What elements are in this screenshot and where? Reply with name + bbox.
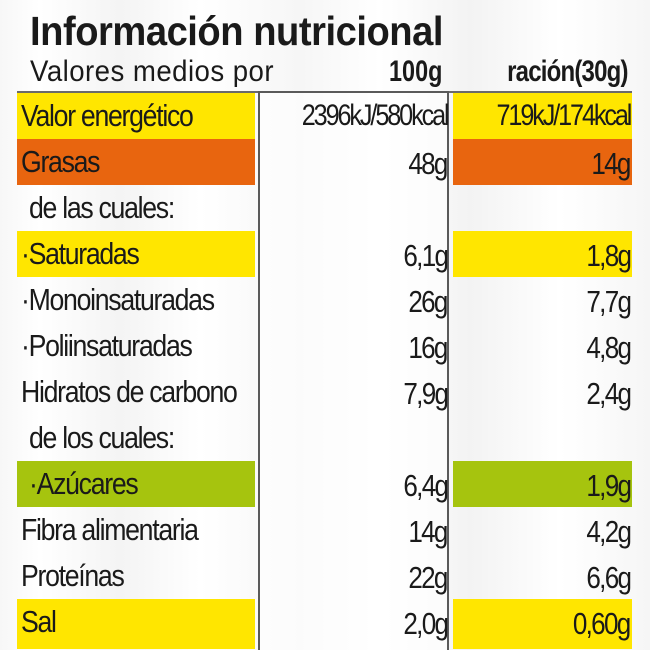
nutrient-name: Proteínas <box>21 558 125 593</box>
page-title: Información nutricional <box>30 8 444 54</box>
value-per-100g: 48g <box>408 146 449 181</box>
value-per-100g: 16g <box>408 330 449 365</box>
column-header-100g: 100g <box>388 55 442 88</box>
highlight-left <box>17 461 255 507</box>
table-row-carb-subheading: de los cuales: <box>17 415 632 461</box>
value-per-100g: 22g <box>408 560 449 595</box>
per-100g-column-frame <box>258 91 449 650</box>
table-row-sugars: ·Azúcares 6,4g 1,9g <box>17 461 632 507</box>
nutrient-name: Fibra alimentaria <box>21 512 199 547</box>
value-per-100g: 7,9g <box>403 376 449 411</box>
value-per-portion: 719kJ/174kcal <box>496 99 632 132</box>
value-per-portion: 1,8g <box>586 238 632 273</box>
value-per-100g: 2396kJ/580kcal <box>301 99 449 132</box>
value-per-100g: 6,1g <box>403 238 449 273</box>
highlight-right <box>453 599 632 649</box>
highlight-left <box>17 139 255 185</box>
table-row-fat-subheading: de las cuales: <box>17 185 632 231</box>
value-per-100g: 14g <box>408 514 449 549</box>
value-per-portion: 2,4g <box>586 376 632 411</box>
value-per-portion: 6,6g <box>586 560 632 595</box>
values-per-label: Valores medios por <box>30 55 275 88</box>
nutrient-name: ·Poliinsaturadas <box>21 328 193 363</box>
nutrient-name: ·Monoinsaturadas <box>21 282 215 317</box>
value-per-100g: 6,4g <box>403 468 449 503</box>
highlight-right <box>453 93 632 139</box>
table-row-fat: Grasas 48g 14g <box>17 139 632 185</box>
nutrition-table: Valor energético 2396kJ/580kcal 719kJ/17… <box>17 93 632 649</box>
nutrient-name: Grasas <box>21 144 100 179</box>
nutrient-name: Valor energético <box>21 98 194 133</box>
highlight-left <box>17 93 255 139</box>
nutrient-name: de las cuales: <box>29 190 175 225</box>
highlight-right <box>453 231 632 277</box>
value-per-portion: 14g <box>591 146 632 181</box>
table-row-protein: Proteínas 22g 6,6g <box>17 553 632 599</box>
highlight-right <box>453 461 632 507</box>
value-per-portion: 0,60g <box>573 606 631 641</box>
value-per-100g: 26g <box>408 284 449 319</box>
table-row-carbohydrates: Hidratos de carbono 7,9g 2,4g <box>17 369 632 415</box>
table-row-fiber: Fibra alimentaria 14g 4,2g <box>17 507 632 553</box>
nutrient-name: Sal <box>21 604 57 639</box>
value-per-portion: 4,8g <box>586 330 632 365</box>
nutrient-name: de los cuales: <box>29 420 175 455</box>
nutrient-name: ·Saturadas <box>21 236 140 271</box>
highlight-right <box>453 139 632 185</box>
table-row-energy: Valor energético 2396kJ/580kcal 719kJ/17… <box>17 93 632 139</box>
table-row-monounsaturated: ·Monoinsaturadas 26g 7,7g <box>17 277 632 323</box>
value-per-portion: 1,9g <box>586 468 632 503</box>
value-per-portion: 4,2g <box>586 514 632 549</box>
table-row-salt: Sal 2,0g 0,60g <box>17 599 632 649</box>
nutrient-name: ·Azúcares <box>29 466 139 501</box>
nutrient-name: Hidratos de carbono <box>21 374 238 409</box>
table-row-saturated: ·Saturadas 6,1g 1,8g <box>17 231 632 277</box>
value-per-100g: 2,0g <box>403 606 449 641</box>
value-per-portion: 7,7g <box>586 284 632 319</box>
column-header-row: Valores medios por 100g ración(30g) <box>30 54 632 90</box>
table-row-polyunsaturated: ·Poliinsaturadas 16g 4,8g <box>17 323 632 369</box>
highlight-left <box>17 599 255 649</box>
column-header-portion: ración(30g) <box>507 55 628 88</box>
highlight-left <box>17 231 255 277</box>
